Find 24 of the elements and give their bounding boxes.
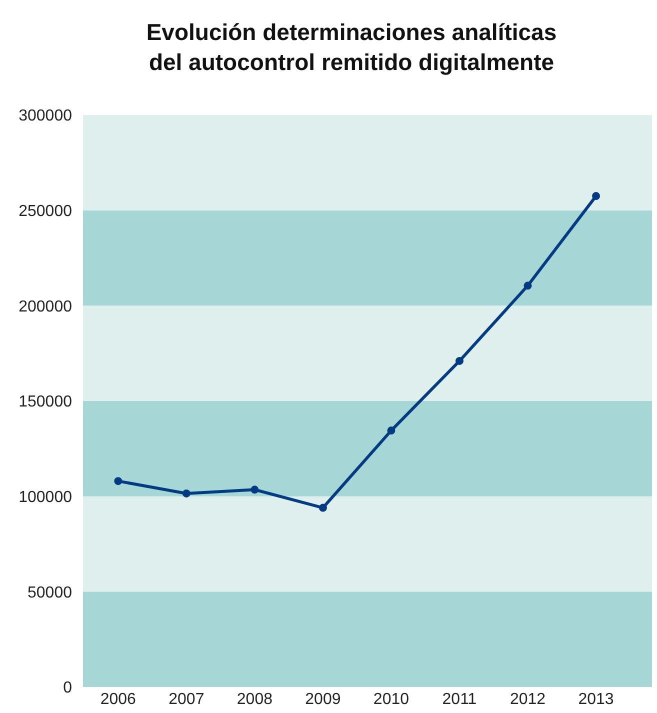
x-tick-label: 2007 [168, 691, 204, 708]
y-tick-label: 200000 [18, 298, 72, 316]
x-tick-label: 2011 [442, 691, 477, 708]
x-tick-label: 2006 [100, 691, 136, 708]
point [524, 282, 532, 290]
y-tick-label: 100000 [18, 488, 72, 506]
y-tick-label: 0 [63, 680, 72, 697]
x-tick-label: 2008 [236, 691, 273, 708]
y-tick-label: 250000 [18, 202, 72, 220]
x-tick-label: 2009 [305, 691, 341, 708]
point [592, 192, 600, 200]
point [182, 489, 190, 498]
point [250, 486, 259, 494]
y-tick-label: 150000 [18, 394, 72, 411]
x-tick-label: 2012 [510, 691, 546, 708]
x-tick-label: 2013 [578, 691, 614, 708]
point [114, 477, 122, 486]
point [318, 504, 327, 512]
chart-title: Evolución determinaciones analíticas del autocontrol remitido digitalmente [146, 18, 557, 75]
point [455, 356, 464, 365]
x-tick-label: 2010 [373, 691, 410, 708]
point [387, 426, 396, 435]
y-tick-label: 50000 [28, 584, 72, 602]
y-tick-label: 300000 [18, 108, 72, 125]
